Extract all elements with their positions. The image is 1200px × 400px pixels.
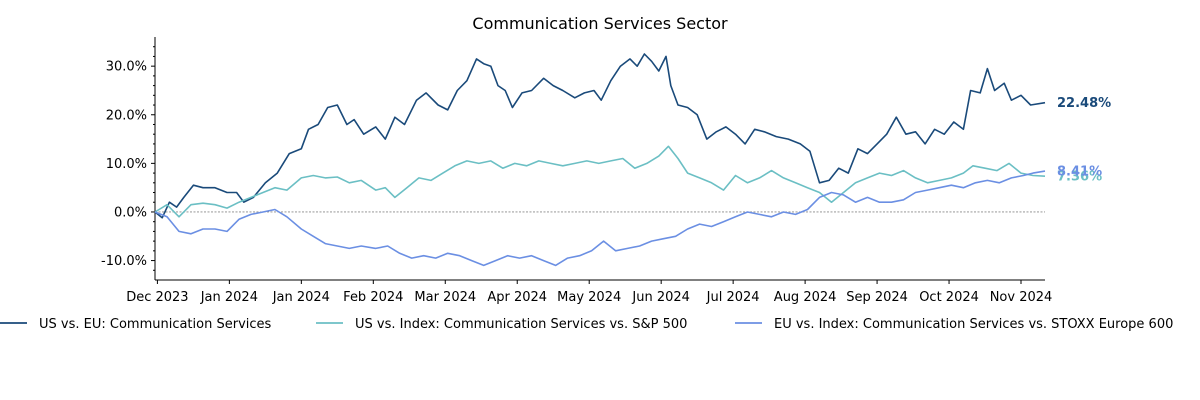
y-tick-label: 10.0% [106,157,147,172]
x-tick-label: Jan 2024 [272,290,330,305]
y-tick-label: 20.0% [106,108,147,123]
y-tick-label: 0.0% [114,205,147,220]
y-tick-label: -10.0% [101,254,147,269]
series-end-label: 8.41% [1057,165,1102,180]
plot-area: -10.0% 0.0% 10.0% 20.0% 30.0% Dec 2023 Jan 202… [101,37,1111,305]
x-tick-label: Mar 2024 [414,290,476,305]
series-line [154,53,1046,219]
series-line [154,170,1046,267]
x-tick-label: Nov 2024 [990,290,1053,305]
x-tick-label: Jan 2024 [200,290,258,305]
series-end-label: 22.48% [1057,96,1111,111]
series-end-label: 7.36% [1057,170,1102,185]
x-tick-label: Sep 2024 [846,290,908,305]
y-tick-label: 30.0% [106,60,147,75]
x-tick-label: Dec 2023 [126,290,188,305]
series-line [154,145,1046,218]
legend-label: US vs. Index: Communication Services vs.… [355,317,687,332]
legend-label: US vs. EU: Communication Services [39,317,272,332]
legend-label: EU vs. Index: Communication Services vs.… [774,317,1173,332]
x-tick-label: Jul 2024 [706,290,760,305]
x-tick-label: Feb 2024 [343,290,403,305]
x-tick-label: May 2024 [557,290,621,305]
x-tick-label: Jun 2024 [631,290,690,305]
legend: US vs. EU: Communication Services US vs. … [0,317,1173,332]
chart-title: Communication Services Sector [472,14,728,33]
x-tick-label: Oct 2024 [919,290,979,305]
x-tick-label: Apr 2024 [487,290,547,305]
x-tick-label: Aug 2024 [774,290,837,305]
